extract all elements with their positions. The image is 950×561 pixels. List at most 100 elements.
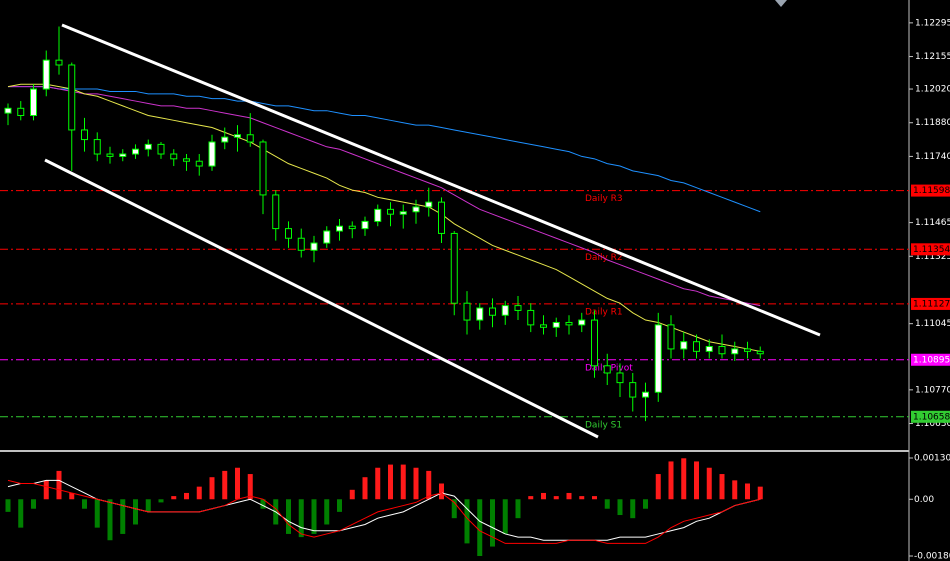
histogram-bar — [349, 489, 355, 500]
candle-body — [387, 208, 394, 215]
candle-body — [246, 134, 254, 143]
level-tag-label: 1.10658 — [913, 412, 950, 422]
candle-body — [183, 158, 190, 162]
candle-body — [348, 225, 356, 230]
candle-body — [629, 382, 637, 398]
candle-body — [412, 206, 420, 213]
histogram-bar — [82, 499, 87, 509]
candle-body — [361, 220, 369, 230]
candle-body — [744, 348, 751, 352]
candle-body — [30, 88, 37, 117]
candle-body — [501, 305, 509, 316]
histogram-bar — [757, 486, 763, 500]
candle-body — [705, 346, 713, 352]
histogram-bar — [324, 499, 330, 525]
candle-body — [527, 309, 535, 326]
candle-body — [81, 129, 88, 141]
histogram-bar — [362, 477, 368, 500]
histogram-bar — [592, 496, 597, 500]
candle-body — [55, 59, 63, 66]
level-tag-label: 1.11598 — [913, 186, 950, 196]
y-tick-label: 1.10770 — [915, 385, 950, 395]
histogram-bar — [426, 470, 432, 500]
scroll-marker — [775, 0, 787, 7]
level-tag-label: 1.10895 — [913, 355, 950, 365]
candle-body — [42, 59, 50, 90]
candle-body — [208, 141, 216, 167]
histogram-bar — [579, 496, 585, 500]
histogram-bar — [439, 483, 444, 500]
moving-average — [8, 86, 761, 213]
candle-body — [336, 225, 343, 232]
moving-average — [8, 86, 761, 307]
histogram-bar — [209, 477, 215, 500]
candle-body — [680, 341, 688, 350]
y-tick-label: 1.12155 — [915, 52, 950, 62]
candle-body — [374, 208, 382, 222]
candle-body — [616, 372, 624, 384]
histogram-bar — [541, 492, 546, 500]
histogram-bar — [630, 499, 636, 519]
level-tag-label: 1.11354 — [913, 245, 950, 255]
histogram-bar — [235, 467, 240, 500]
level-tag — [911, 410, 950, 423]
level-label: Daily S1 — [585, 420, 622, 430]
candle-body — [234, 134, 241, 138]
candle-body — [119, 153, 127, 157]
histogram-bar — [43, 480, 49, 500]
candle-body — [489, 307, 496, 316]
histogram-bar — [388, 464, 393, 500]
histogram-bar — [158, 499, 164, 503]
histogram-bar — [18, 499, 24, 528]
level-label: Daily R1 — [585, 307, 623, 317]
candle-body — [731, 348, 739, 355]
candle-body — [425, 201, 433, 208]
histogram-bar — [604, 499, 610, 509]
moving-average — [7, 83, 761, 352]
level-tag-label: 1.11127 — [913, 299, 950, 309]
y-tick-label: 1.12295 — [915, 18, 950, 28]
candle-body — [272, 194, 280, 230]
histogram-bar — [515, 499, 521, 519]
histogram-bar — [553, 496, 559, 500]
candle-body — [450, 232, 458, 304]
histogram-bar — [133, 499, 138, 525]
candle-body — [603, 365, 611, 374]
histogram-bar — [311, 499, 317, 534]
trend-line — [44, 158, 599, 439]
histogram-bar — [56, 470, 62, 500]
histogram-bar — [298, 499, 304, 538]
candle-body — [667, 324, 675, 350]
histogram-bar — [337, 499, 342, 512]
histogram-bar — [528, 496, 534, 500]
histogram-bar — [120, 499, 126, 534]
y-tick-label: 1.11045 — [915, 319, 950, 329]
histogram-bar — [617, 499, 623, 516]
histogram-bar — [694, 461, 699, 500]
candle-body — [540, 324, 547, 328]
histogram-bar — [655, 474, 661, 500]
candle-body — [195, 160, 203, 167]
y-tick-label: 1.11740 — [915, 152, 950, 162]
candle-body — [68, 64, 76, 131]
candle-body — [285, 228, 292, 239]
candle-body — [756, 350, 764, 355]
y-tick-label: 1.11880 — [915, 118, 950, 128]
candle-body — [642, 391, 649, 398]
candle-body — [565, 321, 573, 326]
candle-body — [399, 211, 407, 215]
histogram-bar — [107, 499, 113, 541]
price-axis: 1.12295 1.12155 1.12020 1.11880 1.11740 1.114… — [909, 18, 950, 561]
candle-body — [552, 321, 560, 328]
candle-body — [221, 136, 229, 143]
y-tick-label: 1.10630 — [915, 419, 950, 429]
candle-body — [323, 230, 331, 244]
candle-body — [693, 341, 700, 352]
candle-body — [438, 201, 445, 234]
histogram-bar — [643, 499, 648, 509]
histogram-bar — [260, 499, 266, 509]
candle-body — [106, 153, 114, 157]
histogram-bar — [171, 496, 177, 500]
